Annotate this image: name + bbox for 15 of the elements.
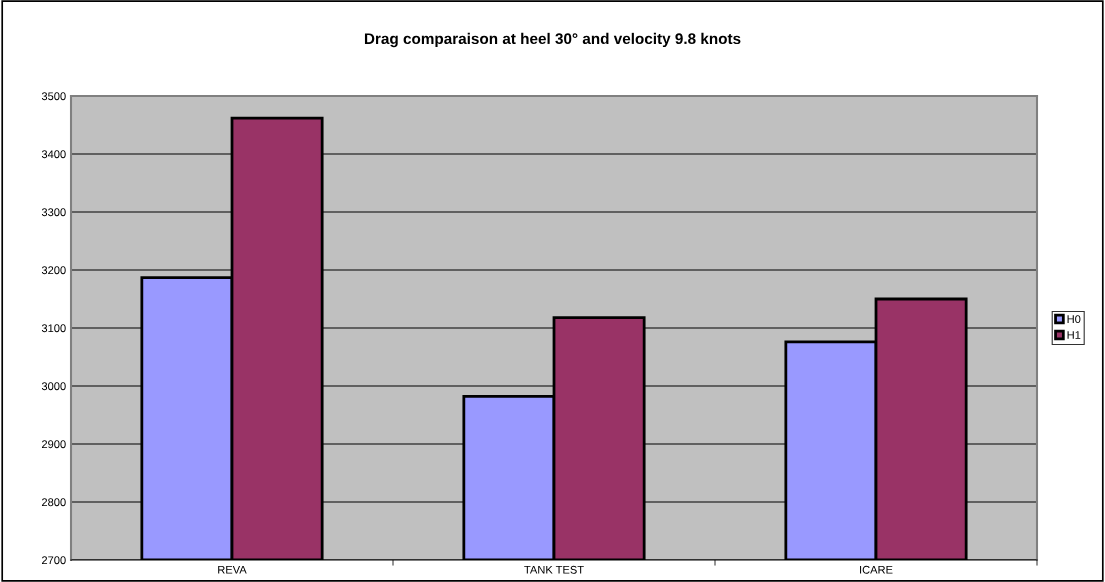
x-tick-label: ICARE xyxy=(860,565,893,574)
y-tick-label: 2800 xyxy=(41,498,66,507)
y-tick-label: 3100 xyxy=(41,324,66,333)
y-tick-label: 3200 xyxy=(41,266,66,275)
x-tick-label: TANK TEST xyxy=(524,565,584,574)
chart-title: Drag comparaison at heel 30° and velocity 9.8 knots xyxy=(364,32,741,48)
y-tick-label: 2900 xyxy=(41,440,66,449)
legend-label: H1 xyxy=(1067,331,1081,339)
y-tick-label: 3000 xyxy=(41,382,66,391)
y-tick-label: 3400 xyxy=(41,150,66,159)
x-tick-label: REVA xyxy=(218,565,247,574)
y-tick-label: 3500 xyxy=(41,92,66,101)
y-tick-label: 3300 xyxy=(41,208,66,217)
y-tick-label: 2700 xyxy=(41,556,66,565)
legend-label: H0 xyxy=(1067,315,1081,324)
